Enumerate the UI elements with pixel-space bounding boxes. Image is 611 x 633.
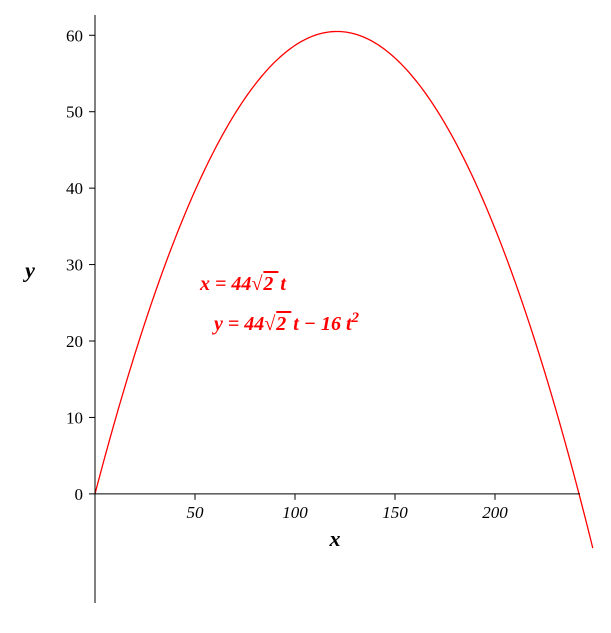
x-tick-label: 200 xyxy=(482,503,508,522)
x-tick-label: 150 xyxy=(382,503,408,522)
y-tick-label: 60 xyxy=(66,26,83,45)
x-tick-label: 100 xyxy=(282,503,308,522)
y-tick-label: 20 xyxy=(66,332,83,351)
y-tick-label: 0 xyxy=(75,485,84,504)
chart-container: 501001502000102030405060xyx = 44√2 ty = … xyxy=(0,0,611,633)
y-tick-label: 50 xyxy=(66,103,83,122)
equation-text: x = 44√2 t xyxy=(199,273,287,295)
y-tick-label: 10 xyxy=(66,408,83,427)
x-axis-label: x xyxy=(329,526,341,551)
y-tick-label: 40 xyxy=(66,179,83,198)
y-tick-label: 30 xyxy=(66,256,83,275)
parametric-chart: 501001502000102030405060xyx = 44√2 ty = … xyxy=(0,0,611,633)
equation-text: y = 44√2 t − 16 t2 xyxy=(212,310,360,335)
x-tick-label: 50 xyxy=(187,503,205,522)
